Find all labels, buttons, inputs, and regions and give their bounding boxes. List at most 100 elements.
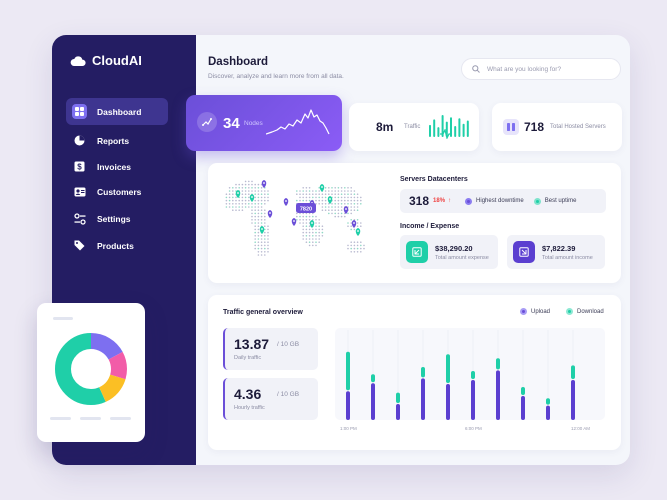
map-dot [324, 203, 327, 205]
map-dot [308, 241, 311, 243]
map-dot [360, 222, 362, 224]
map-dot [302, 199, 304, 202]
map-pin-icon[interactable] [355, 228, 361, 236]
map-dot [340, 193, 343, 195]
map-dot [324, 187, 327, 189]
map-dot [257, 219, 260, 221]
map-dot [315, 225, 317, 227]
map-dot [264, 215, 266, 218]
map-dot [331, 209, 333, 211]
map-pin-icon[interactable] [309, 220, 315, 228]
map-dot [340, 209, 343, 211]
map-dot [254, 215, 256, 218]
map-dot [321, 228, 324, 231]
hosted-servers-card[interactable]: 718 Total Hosted Servers [492, 103, 622, 151]
donut-chart-card[interactable] [37, 303, 145, 442]
map-dot [360, 244, 362, 247]
map-pin-icon[interactable] [327, 196, 333, 204]
invoice-icon: $ [72, 159, 87, 174]
hosted-label: Total Hosted Servers [550, 124, 606, 130]
nodes-card[interactable]: 34 Nodes [186, 95, 342, 151]
map-dot [260, 206, 263, 208]
map-dot [308, 212, 311, 215]
map-dot [318, 193, 320, 195]
map-dot [302, 187, 304, 189]
map-dot [312, 244, 314, 247]
map-dot [232, 203, 234, 205]
legend-label: Highest downtime [476, 198, 524, 204]
map-dot [315, 235, 317, 237]
map-pin-icon[interactable] [343, 206, 349, 214]
map-dot [264, 254, 266, 256]
search-bar[interactable] [461, 58, 621, 80]
traffic-bar-chart [429, 115, 469, 137]
map-dot [251, 187, 253, 189]
download-bar [521, 387, 525, 395]
map-dot [334, 199, 336, 202]
map-pin-icon[interactable] [235, 190, 241, 198]
map-pin-icon[interactable] [283, 198, 289, 206]
server-icon [503, 119, 519, 135]
map-pin-icon[interactable] [291, 218, 297, 226]
sidebar-item-settings[interactable]: Settings [66, 205, 168, 232]
search-input[interactable] [487, 65, 607, 73]
map-dot [254, 203, 256, 205]
map-dot [251, 222, 253, 224]
map-dot [257, 228, 260, 231]
customers-icon [72, 184, 87, 199]
map-dot [350, 199, 352, 202]
map-dot [328, 206, 330, 208]
sidebar-item-reports[interactable]: Reports [66, 127, 168, 154]
sidebar-item-customers[interactable]: Customers [66, 178, 168, 205]
map-pin-icon[interactable] [319, 184, 325, 192]
map-dot [360, 247, 362, 250]
map-dot [238, 183, 240, 186]
map-dot [267, 251, 269, 253]
upload-bar [346, 391, 350, 420]
traffic-overview-card: Traffic general overview Upload Download… [208, 295, 621, 450]
income-value: $7,822.39 [542, 244, 576, 253]
sidebar-item-dashboard[interactable]: Dashboard [66, 98, 168, 125]
map-dot [244, 203, 247, 205]
upload-bar [571, 380, 575, 420]
expense-box[interactable]: $38,290.20 Total amount expense [400, 235, 498, 269]
map-dot [235, 187, 237, 189]
logo[interactable]: CloudAI [70, 53, 142, 68]
map-dot [356, 225, 359, 227]
map-pin-icon[interactable] [267, 210, 273, 218]
map-dot [264, 225, 266, 227]
map-dot [260, 247, 263, 250]
upload-bar [546, 405, 550, 420]
sidebar-item-invoices[interactable]: $ Invoices [66, 153, 168, 180]
hourly-value: 4.36 [234, 386, 262, 402]
map-pin-icon[interactable] [351, 220, 357, 228]
map-dot [251, 212, 253, 215]
map-pin-icon[interactable] [249, 194, 255, 202]
map-tooltip-label: 7820 [300, 206, 312, 212]
map-dot [305, 231, 308, 234]
world-map[interactable]: 7820 [218, 173, 378, 273]
map-dot [356, 222, 359, 224]
sidebar-item-products[interactable]: Products [66, 232, 168, 259]
legend-dot-purple [520, 308, 527, 315]
map-dot [340, 203, 343, 205]
map-dot [321, 196, 324, 199]
map-dot [337, 199, 340, 202]
map-dot [353, 206, 356, 208]
map-dot [334, 209, 336, 211]
map-pin-icon[interactable] [259, 226, 265, 234]
hourly-label: Hourly traffic [234, 405, 265, 411]
nodes-sparkline [266, 109, 330, 135]
map-dot [308, 235, 311, 237]
map-dot [318, 222, 320, 224]
income-title: Income / Expense [400, 223, 460, 230]
map-dot [254, 247, 256, 250]
map-dot [331, 212, 333, 215]
map-dot [315, 193, 317, 195]
map-dot [324, 196, 327, 199]
traffic-card[interactable]: 8m Traffic [349, 103, 479, 151]
map-dot [299, 190, 301, 192]
income-box[interactable]: $7,822.39 Total amount income [507, 235, 605, 269]
map-pin-icon[interactable] [261, 180, 267, 188]
map-dot [264, 241, 266, 243]
